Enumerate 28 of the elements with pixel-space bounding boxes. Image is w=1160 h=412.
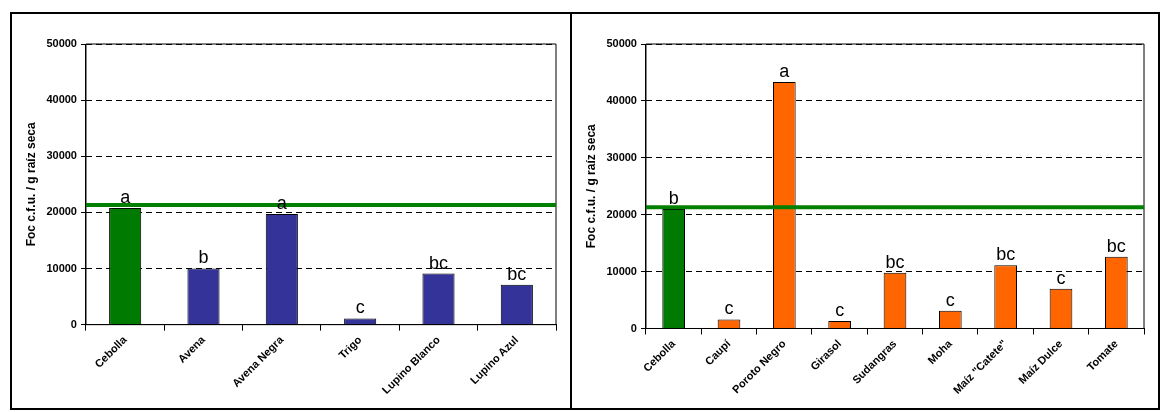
y-tick-label: 10000 xyxy=(606,264,637,277)
y-tick-label: 0 xyxy=(70,317,77,330)
annotation: bc xyxy=(996,244,1016,265)
annotation: c xyxy=(1056,267,1066,288)
annotation: c xyxy=(835,300,845,321)
y-axis-title: Foc c.f.u. / g raíz seca xyxy=(583,123,598,249)
annotation: c xyxy=(355,297,365,318)
annotation: bc xyxy=(1106,235,1126,256)
annotation: c xyxy=(724,298,734,319)
y-tick-label: 10000 xyxy=(46,261,77,274)
y-tick-label: 50000 xyxy=(46,37,77,50)
annotation: bc xyxy=(885,251,905,272)
annotation: b xyxy=(198,247,209,268)
y-tick-label: 30000 xyxy=(46,149,77,162)
y-tick-label: 20000 xyxy=(606,207,637,220)
y-axis-title: Foc c.f.u. / g raíz seca xyxy=(23,121,38,247)
annotation: a xyxy=(779,61,791,82)
y-tick-label: 50000 xyxy=(606,37,637,50)
y-tick-label: 20000 xyxy=(46,205,77,218)
annotation: bc xyxy=(428,252,448,273)
y-tick-label: 40000 xyxy=(606,93,637,106)
annotation: bc xyxy=(507,263,527,284)
annotation: c xyxy=(945,289,955,310)
y-tick-label: 0 xyxy=(630,321,637,334)
annotation: b xyxy=(668,187,679,208)
y-tick-label: 30000 xyxy=(606,150,637,163)
annotation: a xyxy=(120,186,132,207)
y-tick-label: 40000 xyxy=(46,93,77,106)
